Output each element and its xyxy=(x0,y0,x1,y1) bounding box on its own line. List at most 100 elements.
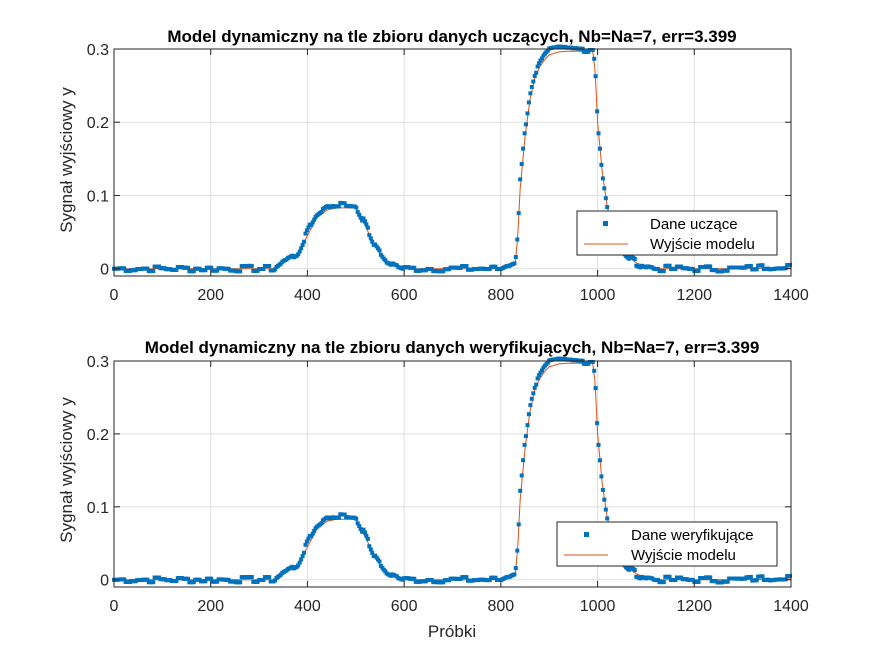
data-point xyxy=(525,111,530,116)
data-point xyxy=(667,263,672,268)
data-point xyxy=(602,497,607,502)
data-point xyxy=(529,85,534,89)
data-point xyxy=(360,218,365,223)
data-point xyxy=(748,574,753,579)
data-point xyxy=(354,516,359,521)
data-point xyxy=(595,421,600,426)
axes xyxy=(113,48,792,277)
data-point xyxy=(521,146,526,151)
plot-title: Model dynamiczny na tle zbioru danych uc… xyxy=(167,27,736,46)
data-point xyxy=(336,204,341,209)
data-point xyxy=(516,211,521,216)
data-point xyxy=(319,521,324,526)
data-point xyxy=(151,580,156,585)
data-point xyxy=(358,215,363,220)
data-point xyxy=(593,386,598,391)
data-point xyxy=(754,267,759,272)
x-tick-label: 200 xyxy=(197,598,224,615)
data-point xyxy=(304,539,309,544)
data-point xyxy=(545,48,550,53)
data-point xyxy=(788,262,792,267)
data-point xyxy=(368,547,373,552)
data-point xyxy=(309,534,314,539)
y-tick-label: 0.1 xyxy=(87,188,109,205)
data-point xyxy=(521,458,526,463)
data-point xyxy=(673,266,678,271)
data-point xyxy=(590,360,595,364)
x-tick-label: 1200 xyxy=(676,287,712,304)
y-tick-label: 0 xyxy=(100,573,109,590)
data-point xyxy=(512,261,517,266)
legend-marker-data xyxy=(603,221,608,226)
data-point xyxy=(261,267,266,271)
data-point xyxy=(304,228,309,233)
y-tick-label: 0.2 xyxy=(87,427,109,444)
data-point xyxy=(412,265,417,270)
data-point xyxy=(312,528,317,533)
x-tick-labels: 0 200 400 600 800 1000 1200 1400 xyxy=(110,598,809,615)
data-point xyxy=(267,264,272,268)
data-point xyxy=(358,526,363,531)
data-point xyxy=(145,266,150,271)
data-point xyxy=(696,579,701,584)
subplot-training: Model dynamiczny na tle zbioru danych uc… xyxy=(57,27,809,304)
data-point xyxy=(364,533,369,538)
x-tick-label: 600 xyxy=(391,287,418,304)
data-point xyxy=(518,488,523,493)
data-point xyxy=(632,568,637,573)
data-point xyxy=(513,255,518,259)
data-point xyxy=(302,239,306,244)
y-tick-label: 0.3 xyxy=(87,354,109,371)
data-point xyxy=(537,373,542,378)
axes-box xyxy=(113,360,792,588)
data-point xyxy=(364,222,369,227)
x-tick-label: 1000 xyxy=(580,598,616,615)
x-tick-label: 800 xyxy=(488,598,515,615)
data-point xyxy=(361,216,366,221)
data-point xyxy=(535,64,540,69)
data-point xyxy=(273,267,277,272)
legend-label-data: Dane uczące xyxy=(650,216,738,233)
data-point xyxy=(342,201,347,206)
data-point xyxy=(696,268,701,273)
data-point xyxy=(312,217,317,222)
data-point xyxy=(429,267,434,271)
data-point xyxy=(534,70,539,75)
data-point xyxy=(522,442,527,447)
data-point xyxy=(370,239,375,244)
data-point xyxy=(515,548,520,553)
data-point xyxy=(513,566,518,571)
data-point xyxy=(534,382,539,387)
data-point xyxy=(605,516,610,521)
data-point xyxy=(788,573,792,578)
data-point xyxy=(363,530,367,535)
data-point xyxy=(600,176,605,181)
y-tick-label: 0.2 xyxy=(87,115,109,132)
data-point xyxy=(145,577,150,582)
data-point xyxy=(310,531,315,536)
subplot-verification: Model dynamiczny na tle zbioru danych we… xyxy=(57,338,809,641)
x-tick-label: 200 xyxy=(197,287,224,304)
data-point xyxy=(540,368,544,373)
data-point xyxy=(296,252,301,257)
data-point xyxy=(249,263,254,268)
data-point xyxy=(519,162,524,166)
legend-entry-model: Wyjście modelu xyxy=(584,236,755,253)
data-point xyxy=(238,269,243,274)
data-series xyxy=(112,356,792,585)
data-point xyxy=(603,507,608,512)
x-tick-label: 1400 xyxy=(773,287,809,304)
data-point xyxy=(535,376,540,381)
data-point xyxy=(708,264,713,269)
data-point xyxy=(596,442,601,447)
data-point xyxy=(531,391,536,396)
data-point xyxy=(596,131,601,136)
data-point xyxy=(592,368,597,373)
data-point xyxy=(673,578,678,582)
data-point xyxy=(377,559,382,564)
data-point xyxy=(537,61,542,66)
legend-box xyxy=(576,210,778,256)
data-point xyxy=(209,265,214,270)
data-point xyxy=(355,210,360,214)
